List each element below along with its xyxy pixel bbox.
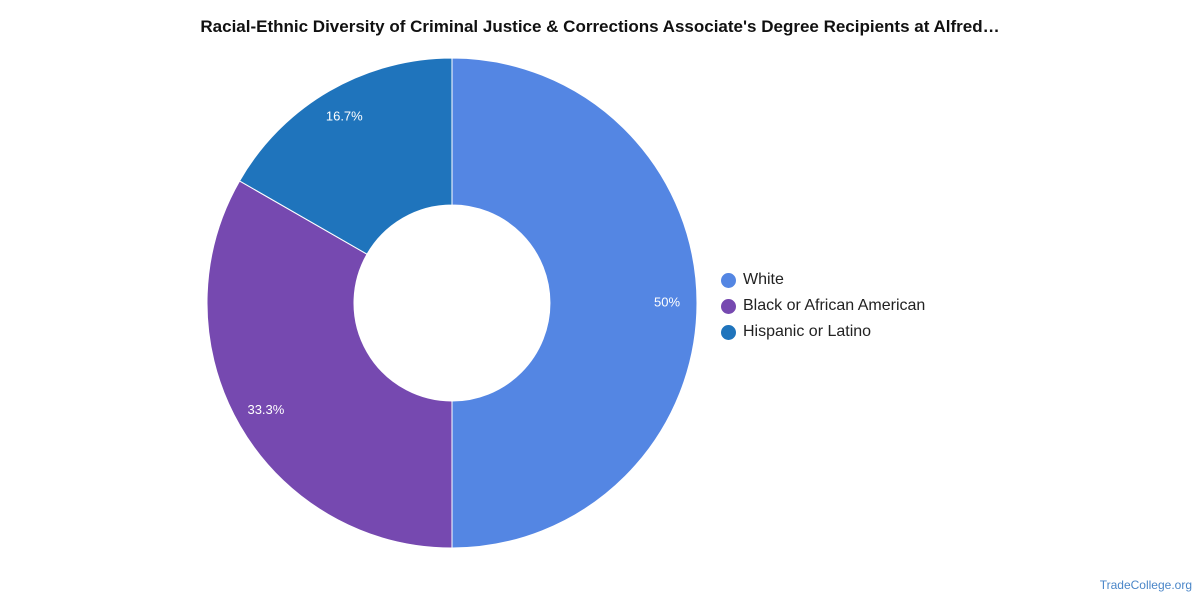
donut-slice-1[interactable] bbox=[206, 180, 453, 549]
legend-swatch bbox=[721, 324, 736, 340]
legend-swatch bbox=[721, 272, 736, 288]
legend-label: Black or African American bbox=[743, 297, 926, 314]
donut-slice-2[interactable] bbox=[238, 57, 453, 255]
donut-slice-0[interactable] bbox=[451, 57, 698, 549]
legend-item-0[interactable]: White bbox=[721, 267, 925, 293]
legend-item-2[interactable]: Hispanic or Latino bbox=[721, 319, 925, 345]
legend-label: Hispanic or Latino bbox=[743, 323, 872, 340]
legend-item-1[interactable]: Black or African American bbox=[721, 293, 925, 319]
slice-label-1: 33.3% bbox=[247, 402, 284, 417]
legend-swatch bbox=[721, 298, 736, 314]
slice-label-2: 16.7% bbox=[326, 108, 363, 123]
chart-title: Racial-Ethnic Diversity of Criminal Just… bbox=[200, 17, 1000, 36]
source-credit[interactable]: TradeCollege.org bbox=[1099, 578, 1192, 592]
legend-label: White bbox=[743, 271, 784, 288]
slice-label-0: 50% bbox=[654, 294, 680, 309]
chart-legend: White Black or African American Hispanic o… bbox=[721, 267, 925, 345]
